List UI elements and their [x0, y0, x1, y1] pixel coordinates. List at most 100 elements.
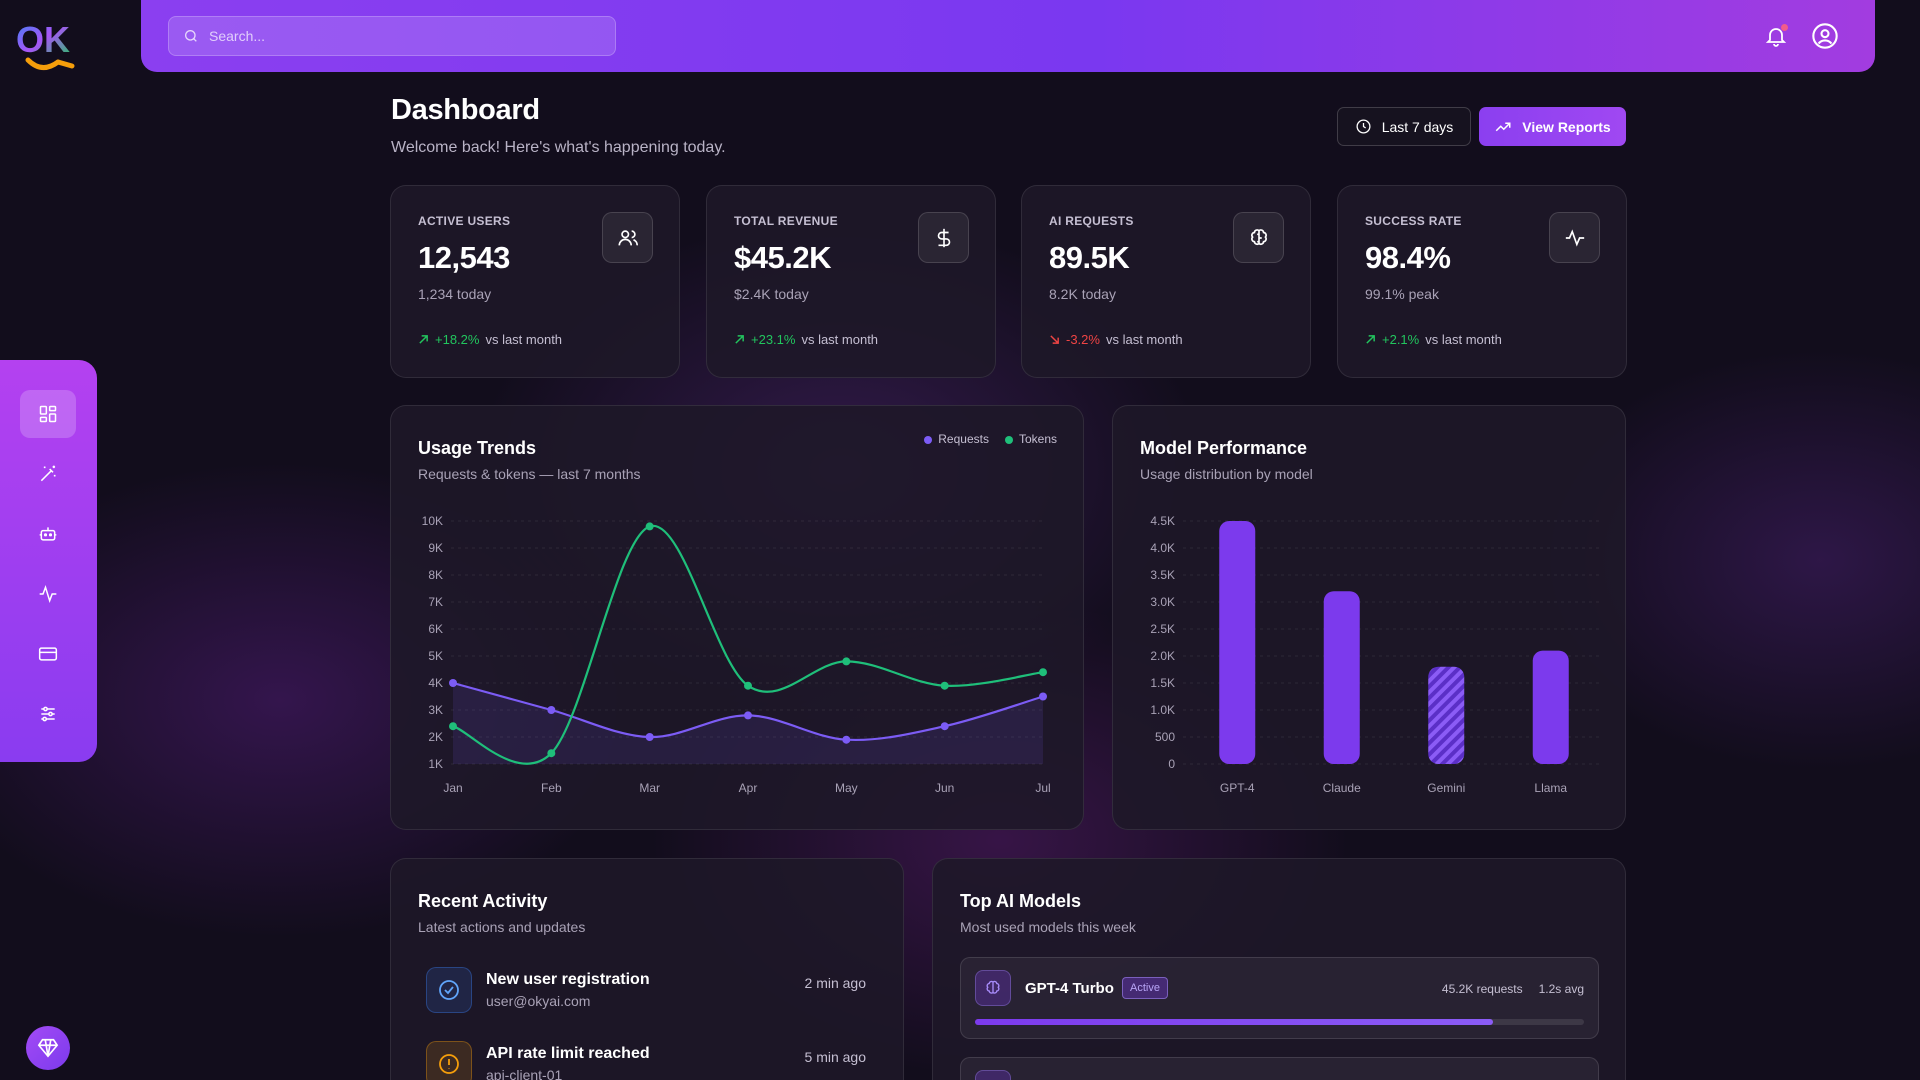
model-performance-subtitle: Usage distribution by model: [1140, 466, 1313, 482]
stat-delta: +18.2%: [435, 332, 480, 347]
sidebar-item-dashboard[interactable]: [20, 390, 76, 438]
stat-sub: 1,234 today: [418, 286, 492, 302]
stat-delta-suffix: vs last month: [485, 332, 563, 347]
notification-dot: [1781, 24, 1788, 31]
x-tick-label: Gemini: [1427, 781, 1465, 795]
user-circle-icon: [1812, 23, 1838, 49]
data-point-tokens[interactable]: [940, 681, 949, 690]
stat-card-active-users: ACTIVE USERS 12,543 1,234 today +18.2% v…: [390, 185, 680, 378]
data-point-requests[interactable]: [1039, 692, 1047, 701]
sidebar-item-billing[interactable]: [20, 630, 76, 678]
logo-text: OK: [16, 19, 70, 60]
brain-icon: [986, 980, 1000, 994]
bar-gemini[interactable]: [1428, 666, 1465, 764]
data-point-tokens[interactable]: [842, 657, 851, 666]
bar-llama[interactable]: [1532, 650, 1569, 764]
data-point-requests[interactable]: [547, 706, 556, 714]
y-tick-label: 9K: [428, 541, 443, 555]
bar-gpt-4[interactable]: [1219, 521, 1256, 764]
legend-item-requests[interactable]: Requests: [924, 432, 989, 446]
legend-label: Requests: [938, 432, 989, 446]
robot-icon: [39, 527, 57, 541]
brain-icon: [1250, 228, 1267, 245]
y-tick-label: 5K: [428, 649, 443, 663]
date-range-button[interactable]: Last 7 days: [1337, 107, 1471, 146]
stat-trend: +18.2% vs last month: [418, 332, 562, 347]
sidebar-item-bots[interactable]: [20, 510, 76, 558]
premium-button[interactable]: [26, 1026, 70, 1070]
x-tick-label: GPT-4: [1220, 781, 1255, 795]
x-tick-label: Apr: [739, 781, 758, 795]
dollar-icon: [937, 228, 950, 247]
activity-icon-box: [426, 967, 472, 1013]
y-tick-label: 2.5K: [1150, 622, 1175, 636]
y-tick-label: 0: [1168, 757, 1175, 771]
activity-desc: user@okyai.com: [486, 993, 591, 1009]
bar-claude[interactable]: [1323, 591, 1360, 764]
activity-desc: api-client-01: [486, 1067, 563, 1080]
data-point-tokens[interactable]: [449, 722, 457, 731]
legend-item-tokens[interactable]: Tokens: [1004, 432, 1057, 446]
stat-trend: +2.1% vs last month: [1365, 332, 1502, 347]
notifications-button[interactable]: [1764, 24, 1790, 50]
y-tick-label: 10K: [422, 514, 443, 528]
stat-delta-suffix: vs last month: [1425, 332, 1502, 347]
sidebar-item-settings[interactable]: [20, 690, 76, 738]
search-input[interactable]: [209, 28, 609, 44]
data-point-tokens[interactable]: [645, 522, 654, 531]
y-tick-label: 4K: [428, 676, 443, 690]
data-point-requests[interactable]: [645, 733, 654, 741]
data-point-requests[interactable]: [449, 679, 457, 687]
y-tick-label: 8K: [428, 568, 443, 582]
stat-icon-box: [602, 212, 653, 263]
activity-icon-box: [426, 1041, 472, 1080]
data-point-tokens[interactable]: [547, 749, 556, 758]
legend-label: Tokens: [1018, 432, 1057, 446]
usage-line-chart: 1K 2K 3K 4K 5K 6K 7K 8K 9K 10K Jan Feb Mar Apr May Jun J…: [422, 514, 1051, 795]
user-menu-button[interactable]: [1811, 22, 1839, 50]
data-point-requests[interactable]: [940, 722, 949, 731]
data-point-requests[interactable]: [744, 711, 752, 720]
y-tick-label: 6K: [428, 622, 443, 636]
model-name: GPT-4 Turbo: [1025, 980, 1114, 997]
sidebar-item-magic[interactable]: [20, 450, 76, 498]
x-tick-label: Claude: [1323, 781, 1361, 795]
search-box[interactable]: [168, 16, 616, 56]
model-usage-bar: [975, 1019, 1584, 1025]
x-tick-label: Feb: [541, 781, 562, 795]
usage-trends-title: Usage Trends: [418, 438, 537, 458]
grid-icon: [39, 405, 57, 423]
stat-label: AI REQUESTS: [1049, 214, 1134, 228]
page-subtitle: Welcome back! Here's what's happening to…: [391, 139, 726, 156]
model-row[interactable]: [960, 1057, 1599, 1080]
x-tick-label: Mar: [639, 781, 660, 795]
stat-card-total-revenue: TOTAL REVENUE $45.2K $2.4K today +23.1% …: [706, 185, 996, 378]
activity-item[interactable]: API rate limit reached api-client-01 5 m…: [426, 1041, 866, 1080]
date-range-label: Last 7 days: [1381, 118, 1454, 135]
arrow-up-right-icon: [1366, 335, 1375, 344]
app-logo[interactable]: OK: [14, 18, 86, 82]
pulse-icon: [1565, 228, 1584, 247]
y-tick-label: 1.0K: [1150, 703, 1175, 717]
model-icon-box: [975, 970, 1011, 1006]
view-reports-button[interactable]: View Reports: [1479, 107, 1626, 146]
page-title: Dashboard: [391, 94, 540, 126]
stat-icon-box: [1233, 212, 1284, 263]
data-point-tokens[interactable]: [1039, 668, 1047, 677]
y-tick-label: 500: [1155, 730, 1175, 744]
data-point-requests[interactable]: [842, 735, 851, 744]
data-point-tokens[interactable]: [744, 681, 752, 690]
y-tick-label: 1.5K: [1150, 676, 1175, 690]
model-requests: 45.2K requests: [1441, 982, 1523, 996]
model-row[interactable]: GPT-4 Turbo Active 45.2K requests 1.2s a…: [960, 957, 1599, 1039]
sidebar-item-activity[interactable]: [20, 570, 76, 618]
model-bar-chart: 0 500 1.0K 1.5K 2.0K 2.5K 3.0K 3.5K 4.0K 4.5K GPT-…: [1150, 514, 1603, 795]
stat-delta-suffix: vs last month: [801, 332, 879, 347]
top-models-card: Top AI Models Most used models this week…: [932, 858, 1626, 1080]
model-icon-box: [975, 1070, 1011, 1080]
activity-title: API rate limit reached: [486, 1045, 650, 1062]
activity-item[interactable]: New user registration user@okyai.com 2 m…: [426, 967, 866, 1027]
activity-icon: [39, 585, 57, 603]
top-models-title: Top AI Models: [960, 891, 1081, 911]
stat-label: SUCCESS RATE: [1365, 214, 1462, 228]
